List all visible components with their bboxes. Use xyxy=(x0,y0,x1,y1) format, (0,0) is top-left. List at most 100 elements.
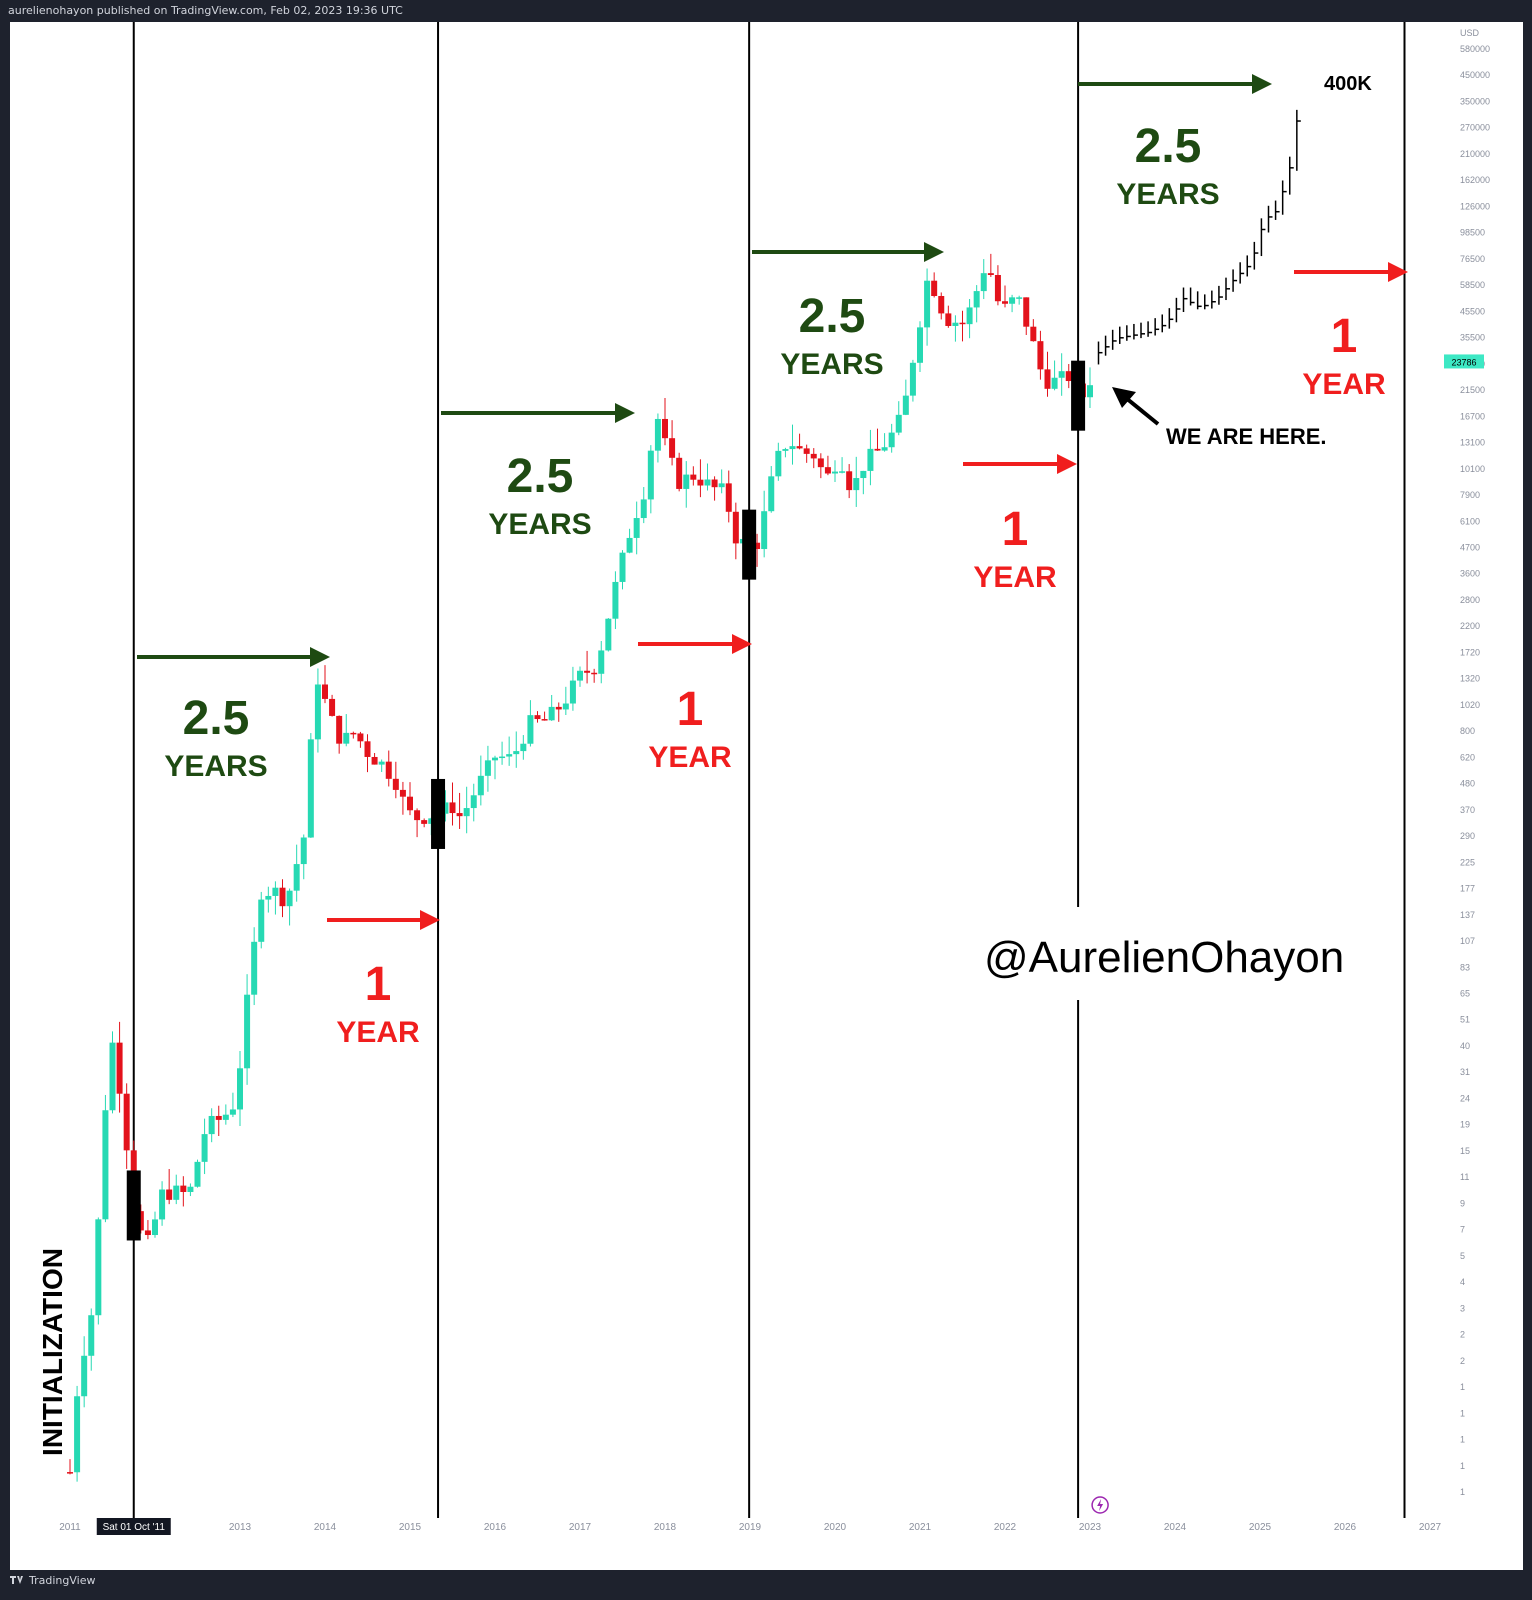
candle-up xyxy=(888,432,895,448)
candle-up xyxy=(902,395,909,415)
red-label-number: 1 xyxy=(1331,310,1358,363)
candle-down xyxy=(1023,297,1030,327)
x-tick-label: 2026 xyxy=(1334,1522,1357,1533)
candle-down xyxy=(180,1185,187,1192)
price-chart[interactable]: USD 580000 450000 350000 270000 210000 162000 1… xyxy=(10,22,1523,1570)
candle-up xyxy=(484,760,491,776)
y-tick-label: 65 xyxy=(1460,989,1470,999)
y-tick-label: 2 xyxy=(1460,1356,1465,1366)
lightning-bolt xyxy=(1097,1499,1104,1511)
candle-up xyxy=(307,739,314,838)
candle-up xyxy=(598,650,605,674)
candle-down xyxy=(669,438,676,458)
candle-down xyxy=(690,474,697,480)
y-tick-label: 76500 xyxy=(1460,254,1485,264)
candle-down xyxy=(137,1211,144,1231)
y-tick-label: 51 xyxy=(1460,1015,1470,1025)
candle-down xyxy=(456,813,463,817)
candle-up xyxy=(201,1134,208,1162)
candle-up xyxy=(187,1186,194,1192)
y-tick-label: 16700 xyxy=(1460,411,1485,421)
candle-down xyxy=(662,418,668,439)
candle-down xyxy=(711,479,718,488)
y-tick-label: 800 xyxy=(1460,726,1475,736)
green-label-unit: YEARS xyxy=(780,348,883,381)
candle-up xyxy=(577,670,583,681)
we-are-here-label: WE ARE HERE. xyxy=(1166,424,1327,449)
candle-down xyxy=(350,732,357,735)
candle-down xyxy=(67,1472,73,1474)
y-tick-label: 83 xyxy=(1460,962,1470,972)
y-tick-label: 2200 xyxy=(1460,621,1480,631)
candle-down xyxy=(322,684,328,699)
lightning-icon[interactable] xyxy=(1091,1496,1109,1514)
candle-up xyxy=(605,618,612,651)
y-tick-label: 580000 xyxy=(1460,44,1490,54)
y-tick-label: 19 xyxy=(1460,1120,1470,1130)
y-tick-label: 450000 xyxy=(1460,70,1490,80)
crosshair-date-label: Sat 01 Oct '11 xyxy=(103,1522,166,1533)
candle-up xyxy=(683,474,690,489)
y-tick-label: 9 xyxy=(1460,1198,1465,1208)
candle-up xyxy=(300,837,307,865)
candle-up xyxy=(761,511,768,550)
red-label-number: 1 xyxy=(365,958,392,1011)
candle-down xyxy=(945,313,952,326)
pointer-arrow-shaft xyxy=(1124,396,1160,426)
y-tick-label: 270000 xyxy=(1460,123,1490,133)
current-price-label: 23786 xyxy=(1451,357,1476,367)
candle-down xyxy=(357,733,364,742)
candle-up xyxy=(109,1042,116,1111)
y-tick-label: 225 xyxy=(1460,857,1475,867)
x-tick-label: 2021 xyxy=(909,1522,932,1533)
green-label-unit: YEARS xyxy=(488,508,591,541)
y-tick-label: 210000 xyxy=(1460,149,1490,159)
y-tick-label: 15 xyxy=(1460,1146,1470,1156)
red-label-unit: YEAR xyxy=(1302,368,1386,401)
candle-down xyxy=(449,802,456,814)
chart-area[interactable]: USD 580000 450000 350000 270000 210000 162000 1… xyxy=(10,22,1523,1570)
candle-up xyxy=(839,471,846,473)
candle-down xyxy=(959,322,966,325)
y-tick-label: 11 xyxy=(1460,1172,1469,1182)
candle-up xyxy=(1058,371,1065,378)
candle-up xyxy=(222,1114,229,1120)
candle-down xyxy=(385,761,392,779)
candle-up xyxy=(229,1109,236,1115)
candle-down xyxy=(1002,301,1008,304)
candle-up xyxy=(314,684,321,740)
candle-up xyxy=(612,581,619,619)
green-label-number: 2.5 xyxy=(507,450,574,503)
candle-down xyxy=(697,479,704,486)
green-label-number: 2.5 xyxy=(183,692,250,745)
y-tick-label: 40 xyxy=(1460,1041,1470,1051)
candle-up xyxy=(208,1115,215,1135)
y-tick-label: 35500 xyxy=(1460,333,1485,343)
candle-down xyxy=(584,670,591,673)
red-label-unit: YEAR xyxy=(973,561,1057,594)
candle-up xyxy=(768,476,775,512)
candle-up xyxy=(867,448,874,471)
candle-down xyxy=(591,672,598,675)
candle-up xyxy=(1087,385,1093,398)
candle-up xyxy=(1016,297,1023,299)
y-tick-label: 137 xyxy=(1460,910,1475,920)
candle-down xyxy=(732,511,739,544)
candle-up xyxy=(640,499,647,519)
candle-up xyxy=(704,479,711,486)
candle-up xyxy=(293,864,300,891)
candle-down xyxy=(421,820,428,824)
candle-up xyxy=(173,1185,180,1200)
red-label-number: 1 xyxy=(677,683,704,736)
candle-down xyxy=(364,741,371,757)
y-tick-label: 370 xyxy=(1460,805,1475,815)
candle-up xyxy=(718,483,725,488)
y-tick-label: 31 xyxy=(1460,1067,1470,1077)
candle-up xyxy=(1051,377,1058,389)
red-arrow-head xyxy=(420,910,440,930)
candle-down xyxy=(846,471,853,491)
y-tick-label: 13100 xyxy=(1460,438,1485,448)
candle-down xyxy=(541,719,548,721)
candle-up xyxy=(860,470,867,479)
cycle-bottom-marker xyxy=(1071,360,1086,431)
